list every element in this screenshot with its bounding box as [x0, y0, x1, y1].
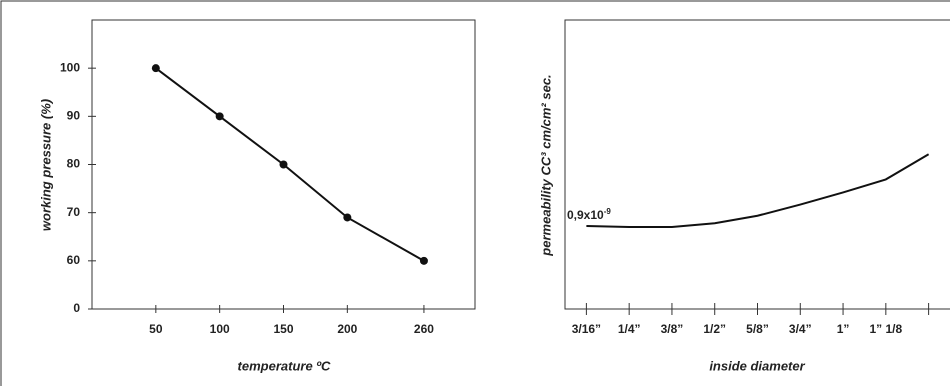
y-tick-label: 80 — [67, 157, 81, 171]
x-axis-title: inside diameter — [709, 358, 805, 373]
x-axis-title: temperature ºC — [238, 358, 331, 373]
x-tick-label: 260 — [414, 322, 434, 336]
data-line — [155, 67, 425, 262]
annotation: 0,9x10-9 — [567, 207, 611, 222]
y-axis-title: permeability CC³ cm/cm² sec. — [538, 74, 553, 256]
plot-area — [564, 19, 950, 310]
data-point — [279, 160, 288, 169]
y-tick-label: 0 — [73, 301, 80, 315]
data-point — [215, 112, 224, 121]
x-tick-label: 3/4” — [789, 322, 812, 336]
y-axis-title: working pressure (%) — [38, 99, 53, 231]
x-tick-label: 3/8” — [661, 322, 684, 336]
data-point — [343, 213, 352, 222]
annotation-sup: -9 — [604, 207, 612, 216]
x-tick-label: 150 — [273, 322, 293, 336]
y-tick-label: 100 — [60, 60, 80, 74]
data-point — [419, 256, 428, 265]
x-tick-label: 1” — [837, 322, 850, 336]
x-tick-label: 50 — [149, 322, 163, 336]
data-line — [586, 153, 930, 228]
x-tick-label: 3/16” — [572, 322, 601, 336]
x-tick-label: 1” 1/8 — [869, 322, 902, 336]
y-tick-label: 70 — [67, 205, 81, 219]
data-point — [151, 64, 160, 73]
x-tick-label: 100 — [210, 322, 230, 336]
y-tick-label: 90 — [67, 109, 81, 123]
x-tick-label: 200 — [337, 322, 357, 336]
x-tick-label: 5/8” — [746, 322, 769, 336]
x-tick-label: 1/2” — [703, 322, 726, 336]
x-tick-label: 1/4” — [618, 322, 641, 336]
y-tick-label: 60 — [67, 253, 81, 267]
